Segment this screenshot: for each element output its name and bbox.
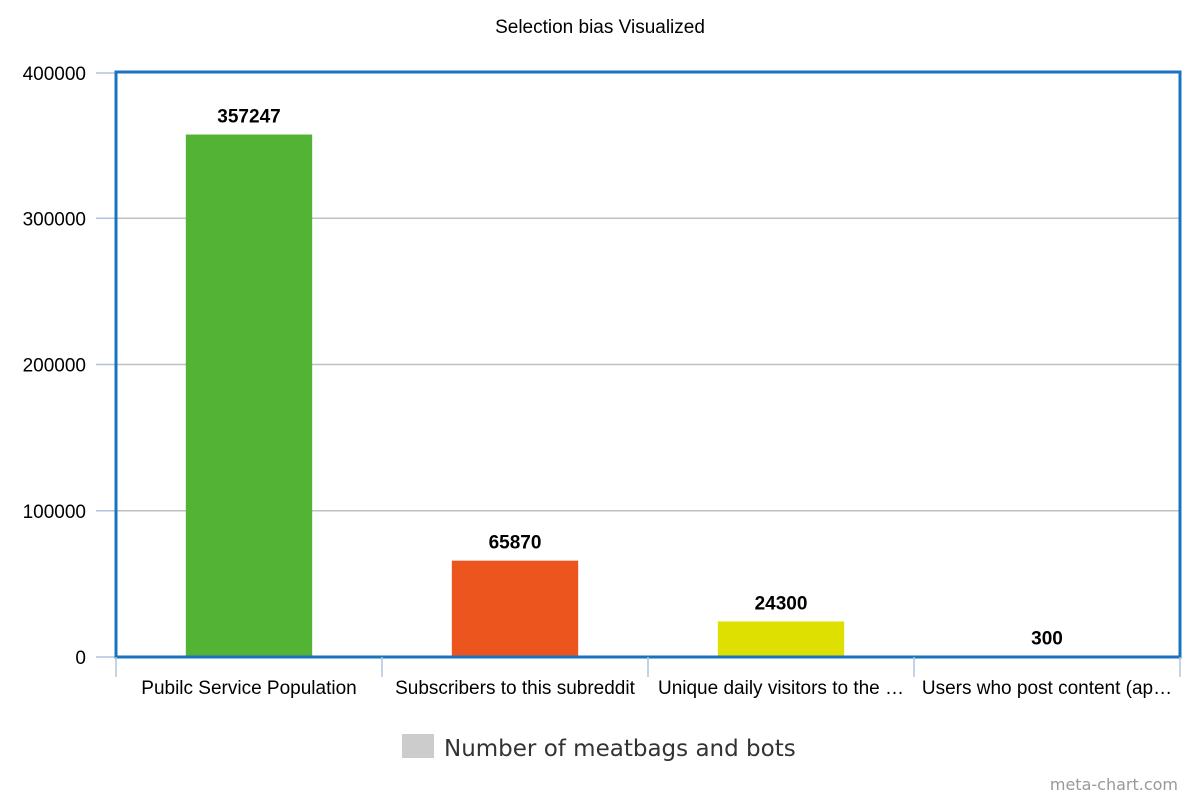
legend-label: Number of meatbags and bots (444, 736, 796, 762)
x-tick-label: Users who post content (ap… (922, 678, 1172, 699)
data-labels: 357247 65870 24300 300 (217, 107, 1063, 650)
x-tick-label: Subscribers to this subreddit (395, 678, 635, 699)
y-axis-ticks: 0 100000 200000 300000 400000 (23, 64, 116, 669)
x-axis: Pubilc Service Population Subscribers to … (115, 657, 1181, 699)
bar[interactable] (717, 621, 845, 657)
bar[interactable] (185, 134, 313, 658)
data-label: 24300 (755, 593, 808, 614)
credit-text[interactable]: meta-chart.com (1050, 775, 1178, 794)
x-tick-label: Pubilc Service Population (141, 678, 356, 699)
chart-title: Selection bias Visualized (495, 17, 705, 38)
data-label: 65870 (489, 533, 542, 554)
legend[interactable]: Number of meatbags and bots (402, 734, 796, 762)
bars (185, 134, 1111, 658)
data-label: 300 (1031, 629, 1063, 650)
bar[interactable] (451, 560, 579, 657)
y-tick-label: 0 (75, 648, 86, 669)
y-tick-label: 200000 (23, 356, 86, 377)
legend-swatch (402, 734, 434, 758)
y-tick-label: 300000 (23, 209, 86, 230)
x-tick-label: Unique daily visitors to the … (658, 678, 904, 699)
data-label: 357247 (217, 107, 280, 128)
y-tick-label: 100000 (23, 502, 86, 523)
y-tick-label: 400000 (23, 64, 86, 85)
